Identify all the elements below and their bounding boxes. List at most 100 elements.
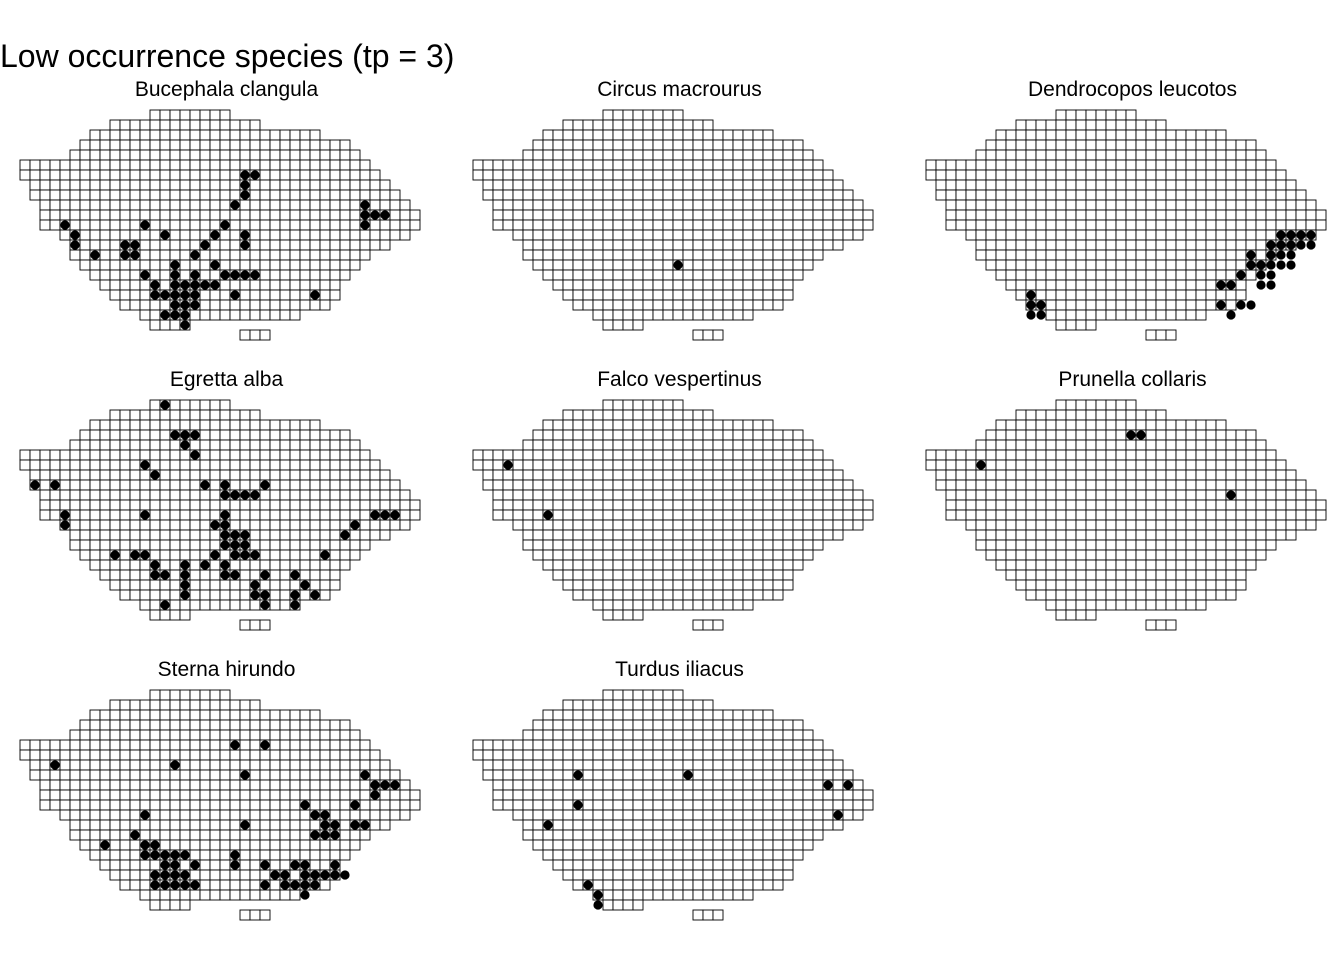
grid-cell [219, 139, 231, 151]
grid-cell [672, 119, 684, 131]
grid-cell [1145, 239, 1157, 251]
grid-cell [1075, 509, 1087, 521]
grid-cell [189, 219, 201, 231]
grid-cell [652, 539, 664, 551]
grid-cell [159, 509, 171, 521]
grid-cell [309, 429, 321, 441]
grid-cell [99, 769, 111, 781]
grid-cell [1145, 139, 1157, 151]
grid-cell [632, 439, 644, 451]
grid-cell [1015, 219, 1027, 231]
grid-cell [389, 499, 401, 511]
grid-cell [662, 129, 674, 141]
occurrence-dot [130, 250, 140, 260]
grid-cell [1095, 219, 1107, 231]
grid-cell [369, 769, 381, 781]
occurrence-dot [30, 480, 40, 490]
grid-cell [812, 749, 824, 761]
grid-cell [955, 169, 967, 181]
grid-cell [209, 479, 221, 491]
grid-cell [1105, 409, 1117, 421]
grid-cell [129, 229, 141, 241]
grid-cell [622, 579, 634, 591]
grid-cell [319, 849, 331, 861]
grid-cell [309, 579, 321, 591]
grid-cell [1105, 279, 1117, 291]
grid-cell [552, 209, 564, 221]
occurrence-points [50, 740, 400, 900]
grid-cell [552, 179, 564, 191]
grid-cell [109, 159, 121, 171]
grid-cell [399, 799, 411, 811]
grid-cell [692, 499, 704, 511]
grid-cell [129, 539, 141, 551]
grid-cell [279, 789, 291, 801]
grid-cell [612, 189, 624, 201]
grid-cell [582, 519, 594, 531]
grid-cell [179, 189, 191, 201]
grid-cell [159, 799, 171, 811]
grid-cell [562, 719, 574, 731]
grid-cell [69, 529, 81, 541]
grid-cell [69, 179, 81, 191]
grid-cell [139, 209, 151, 221]
occurrence-dot [220, 220, 230, 230]
grid-cell [542, 739, 554, 751]
grid-cell [1035, 549, 1047, 561]
grid-cell [702, 479, 714, 491]
grid-cell [1095, 419, 1107, 431]
occurrence-dot [240, 170, 250, 180]
grid-cell [149, 859, 161, 871]
grid-cell [632, 719, 644, 731]
grid-cell [1145, 429, 1157, 441]
grid-cell [339, 559, 351, 571]
grid-cell [842, 479, 854, 491]
grid-cell [349, 439, 361, 451]
grid-cell [239, 249, 251, 261]
occurrence-dot [310, 880, 320, 890]
grid-cell [592, 299, 604, 311]
grid-cell [1075, 419, 1087, 431]
grid-cell [1155, 469, 1167, 481]
occurrence-dot [240, 190, 250, 200]
grid-cell [1225, 539, 1237, 551]
grid-cell [1165, 289, 1177, 301]
grid-cell [582, 559, 594, 571]
grid-cell [1145, 469, 1157, 481]
grid-cell [652, 809, 664, 821]
grid-cell [1105, 429, 1117, 441]
grid-cell [1195, 209, 1207, 221]
grid-cell [269, 449, 281, 461]
grid-cell [1275, 189, 1287, 201]
grid-cell [682, 259, 694, 271]
grid-cell [119, 739, 131, 751]
grid-cell [179, 159, 191, 171]
grid-cell [682, 829, 694, 841]
grid-cell [279, 859, 291, 871]
grid-cell [139, 149, 151, 161]
grid-cell [1015, 249, 1027, 261]
grid-cell [1125, 199, 1137, 211]
grid-cell [1175, 529, 1187, 541]
grid-cell [259, 229, 271, 241]
grid-cell [1135, 199, 1147, 211]
grid-cell [129, 799, 141, 811]
grid-cell [742, 499, 754, 511]
grid-cell [1235, 279, 1247, 291]
grid-cell [612, 149, 624, 161]
grid-cell [965, 169, 977, 181]
grid-cell [682, 209, 694, 221]
grid-cell [642, 229, 654, 241]
grid-cell [299, 559, 311, 571]
grid-cell [199, 759, 211, 771]
grid-cell [632, 229, 644, 241]
grid-cell [129, 429, 141, 441]
grid-cell [259, 139, 271, 151]
grid-cell [1215, 429, 1227, 441]
grid-cell [199, 699, 211, 711]
grid-cell [592, 739, 604, 751]
grid-cell [782, 779, 794, 791]
grid-cell [652, 259, 664, 271]
grid-cell [1215, 229, 1227, 241]
grid-cell [842, 499, 854, 511]
